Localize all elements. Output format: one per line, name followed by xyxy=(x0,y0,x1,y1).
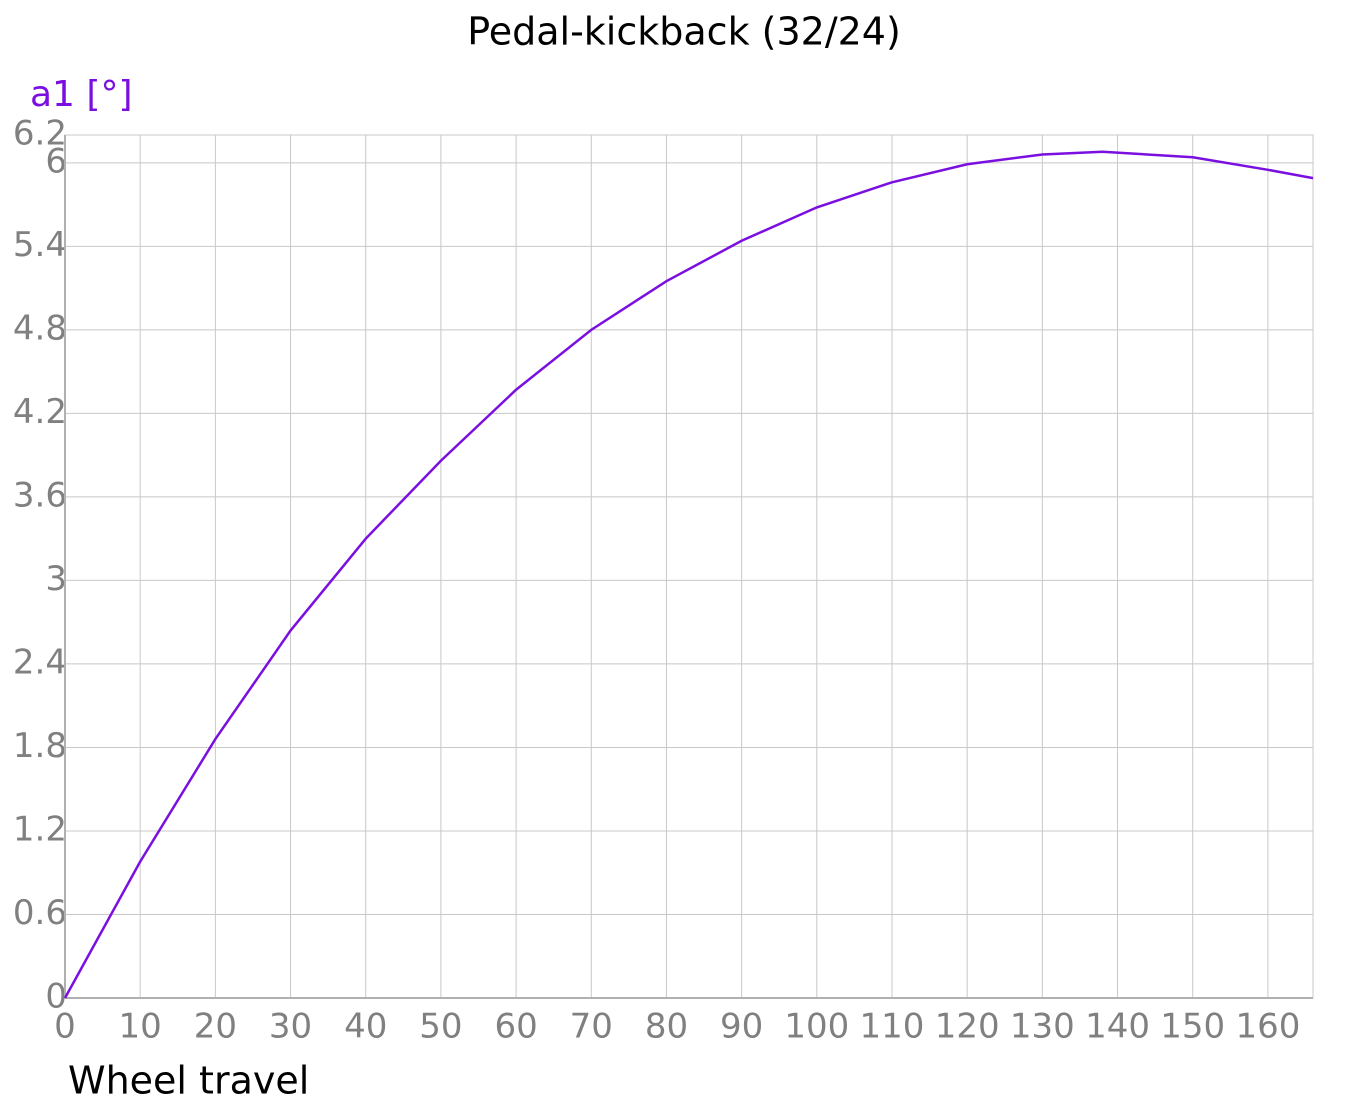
x-axis-label: Wheel travel xyxy=(68,1059,309,1103)
x-tick-label: 100 xyxy=(784,1007,849,1047)
y-tick-label: 1.2 xyxy=(13,809,67,849)
x-tick-label: 60 xyxy=(494,1007,537,1047)
y-tick-label: 0.6 xyxy=(13,893,67,933)
y-tick-label: 4.2 xyxy=(13,392,67,432)
y-tick-label: 1.8 xyxy=(13,726,67,766)
plot-area xyxy=(64,134,1314,999)
y-tick-label: 0 xyxy=(45,977,67,1017)
x-tick-label: 30 xyxy=(269,1007,312,1047)
y-tick-label: 6.2 xyxy=(13,114,67,154)
x-tick-label: 90 xyxy=(720,1007,763,1047)
x-tick-label: 150 xyxy=(1160,1007,1225,1047)
y-axis-label: a1 [°] xyxy=(30,74,133,115)
x-tick-label: 20 xyxy=(194,1007,237,1047)
y-tick-label: 3.6 xyxy=(13,475,67,515)
y-tick-label: 5.4 xyxy=(13,225,67,265)
x-tick-label: 80 xyxy=(645,1007,688,1047)
x-tick-label: 120 xyxy=(935,1007,1000,1047)
y-tick-label: 2.4 xyxy=(13,642,67,682)
x-tick-label: 10 xyxy=(119,1007,162,1047)
x-tick-label: 70 xyxy=(570,1007,613,1047)
x-tick-label: 130 xyxy=(1010,1007,1075,1047)
chart-title: Pedal-kickback (32/24) xyxy=(467,10,901,54)
x-tick-label: 110 xyxy=(860,1007,925,1047)
y-tick-label: 6 xyxy=(45,141,67,181)
y-tick-label: 4.8 xyxy=(13,308,67,348)
x-tick-label: 140 xyxy=(1085,1007,1150,1047)
y-tick-label: 3 xyxy=(45,559,67,599)
x-tick-label: 40 xyxy=(344,1007,387,1047)
x-tick-label: 160 xyxy=(1235,1007,1300,1047)
data-line xyxy=(63,150,1314,999)
x-tick-label: 0 xyxy=(54,1007,76,1047)
x-tick-label: 50 xyxy=(419,1007,462,1047)
